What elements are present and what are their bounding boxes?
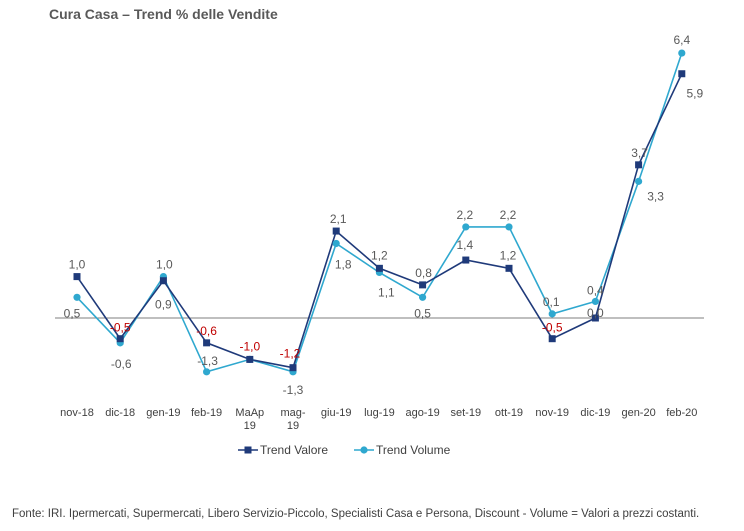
data-label-valore-6: 2,1 <box>330 212 347 226</box>
marker-volume-11 <box>548 310 556 318</box>
x-tick-label-4: MaAp 19 <box>235 407 264 432</box>
data-label-volume-13: 3,3 <box>647 189 664 203</box>
data-label-valore-5: -1,2 <box>280 347 301 361</box>
data-label-valore-3: -0,6 <box>196 324 217 338</box>
data-label-valore-2: 0,9 <box>155 298 172 312</box>
marker-valore-12 <box>591 314 599 322</box>
legend: Trend Valore Trend Volume <box>238 443 451 457</box>
marker-valore-1 <box>116 335 124 343</box>
marker-valore-10 <box>505 264 513 272</box>
marker-valore-2 <box>159 277 167 285</box>
data-label-valore-1: -0,5 <box>110 321 131 335</box>
x-axis-tick-labels: nov-18 dic-18 gen-19 feb-19 MaAp 19 mag-19 giu-… <box>60 407 697 432</box>
marker-valore-13 <box>635 161 643 169</box>
data-label-volume-7: 1,1 <box>378 285 395 299</box>
x-tick-label-6: giu-19 <box>321 407 352 419</box>
marker-volume-10 <box>505 223 513 231</box>
data-label-volume-0: 0,5 <box>64 306 81 320</box>
x-tick-label-0: nov-18 <box>60 407 94 419</box>
marker-valore-3 <box>203 339 211 347</box>
data-label-volume-2: 1,0 <box>156 258 173 272</box>
x-tick-label-11: nov-19 <box>535 407 569 419</box>
data-label-volume-1: -0,6 <box>111 357 132 371</box>
legend-item-valore: Trend Valore <box>238 443 328 457</box>
marker-volume-3 <box>203 368 211 376</box>
data-label-valore-12: 0,0 <box>587 306 604 320</box>
data-label-valore-13: 3,7 <box>631 146 648 160</box>
data-label-valore-14: 5,9 <box>686 87 703 101</box>
legend-marker-valore <box>244 446 252 454</box>
x-tick-label-9: set-19 <box>451 407 482 419</box>
data-label-volume-10: 2,2 <box>500 208 517 222</box>
marker-volume-6 <box>332 239 340 248</box>
marker-valore-11 <box>548 335 556 343</box>
chart-title: Cura Casa – Trend % delle Vendite <box>49 6 278 22</box>
data-label-valore-10: 1,2 <box>500 248 517 262</box>
data-labels: 1,0 -0,5 0,9 -0,6 -1,0 -1,2 2,1 1,2 0,8 1,4 1,2 -0,… <box>64 33 704 397</box>
marker-valore-6 <box>332 227 340 235</box>
data-label-volume-3: -1,3 <box>197 354 218 368</box>
series-lines <box>76 52 683 373</box>
marker-valore-9 <box>462 256 470 264</box>
x-tick-label-7: lug-19 <box>364 407 395 419</box>
x-tick-label-5: mag-19 <box>280 407 305 432</box>
data-label-volume-5: -1,3 <box>283 383 304 397</box>
data-label-valore-7: 1,2 <box>371 248 388 262</box>
legend-marker-volume <box>360 446 368 454</box>
legend-label-volume: Trend Volume <box>376 443 451 457</box>
data-label-valore-9: 1,4 <box>456 238 473 252</box>
marker-volume-14 <box>678 49 686 57</box>
x-tick-label-13: gen-20 <box>621 407 655 419</box>
source-footnote: Fonte: IRI. Ipermercati, Supermercati, L… <box>12 508 700 520</box>
marker-volume-8 <box>419 293 427 301</box>
x-tick-label-14: feb-20 <box>666 407 697 419</box>
data-label-valore-11: -0,5 <box>542 321 563 335</box>
x-tick-label-1: dic-18 <box>105 407 135 419</box>
series-markers <box>73 49 686 376</box>
data-label-volume-9: 2,2 <box>456 208 473 222</box>
x-tick-label-10: ott-19 <box>495 407 523 419</box>
marker-valore-4 <box>246 355 254 363</box>
data-label-volume-12: 0,4 <box>587 283 604 297</box>
series-line-volume <box>76 52 683 373</box>
marker-valore-14 <box>678 70 686 78</box>
x-tick-label-3: feb-19 <box>191 407 222 419</box>
marker-volume-13 <box>635 177 643 185</box>
data-label-valore-0: 1,0 <box>69 258 86 272</box>
data-label-valore-4: -1,0 <box>239 339 260 353</box>
x-tick-label-2: gen-19 <box>146 407 180 419</box>
x-tick-label-12: dic-19 <box>580 407 610 419</box>
marker-volume-12 <box>591 297 600 306</box>
data-label-valore-8: 0,8 <box>415 266 432 280</box>
marker-valore-5 <box>289 364 297 372</box>
line-chart: 1,0 -0,5 0,9 -0,6 -1,0 -1,2 2,1 1,2 0,8 1,4 1,2 -0,… <box>55 33 704 457</box>
legend-item-volume: Trend Volume <box>354 443 451 457</box>
legend-label-valore: Trend Valore <box>260 443 328 457</box>
data-label-volume-11: 0,1 <box>543 295 560 309</box>
data-label-volume-8: 0,5 <box>414 306 431 320</box>
marker-valore-0 <box>73 273 81 281</box>
marker-valore-7 <box>375 264 383 272</box>
data-label-volume-6: 1,8 <box>335 257 352 271</box>
marker-volume-9 <box>462 223 470 231</box>
marker-volume-0 <box>73 293 81 301</box>
x-tick-label-8: ago-19 <box>405 407 439 419</box>
marker-valore-8 <box>419 281 427 289</box>
series-line-valore <box>76 73 683 369</box>
data-label-volume-14: 6,4 <box>673 33 690 47</box>
